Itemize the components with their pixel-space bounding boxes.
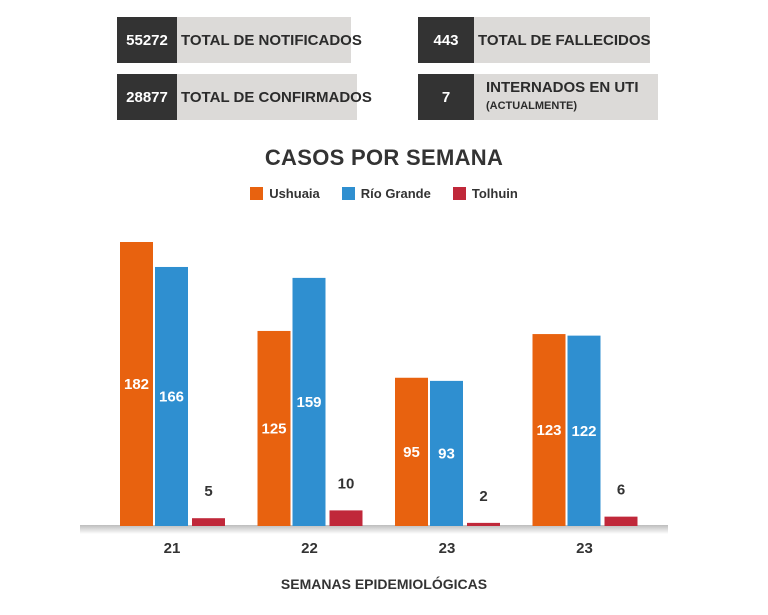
bar bbox=[292, 277, 326, 526]
stat-uti-sublabel: (ACTUALMENTE) bbox=[486, 100, 578, 112]
bar bbox=[604, 516, 638, 526]
legend-swatch bbox=[452, 187, 466, 200]
bar bbox=[430, 380, 463, 526]
legend-item-1: Río Grande bbox=[341, 186, 431, 201]
x-tick-label: 21 bbox=[164, 540, 181, 557]
bar-value-label: 95 bbox=[403, 444, 420, 461]
bar-value-label: 166 bbox=[159, 388, 184, 405]
legend-item-0: Ushuaia bbox=[250, 186, 320, 201]
bar bbox=[467, 522, 500, 526]
stat-confirmados-value: 28877 bbox=[117, 74, 177, 120]
bar-value-label: 125 bbox=[261, 420, 286, 437]
bar-value-label: 159 bbox=[296, 394, 321, 411]
x-axis-title: SEMANAS EPIDEMIOLÓGICAS bbox=[280, 576, 488, 592]
bar bbox=[120, 242, 153, 526]
bar-value-label: 122 bbox=[571, 423, 596, 440]
bar-value-label: 2 bbox=[479, 488, 487, 505]
baseline-shadow bbox=[80, 525, 668, 534]
stat-fallecidos: 443 TOTAL DE FALLECIDOS bbox=[418, 17, 651, 63]
bar-value-label: 182 bbox=[124, 376, 149, 393]
bar bbox=[567, 335, 601, 526]
bar bbox=[532, 334, 566, 526]
x-tick-label: 23 bbox=[576, 540, 593, 557]
legend-label: Río Grande bbox=[360, 186, 431, 201]
chart-title: CASOS POR SEMANA bbox=[264, 145, 504, 170]
stat-uti-label: INTERNADOS EN UTI bbox=[486, 79, 639, 96]
legend-item-2: Tolhuin bbox=[452, 186, 518, 201]
bar bbox=[329, 510, 363, 526]
stat-notificados-label: TOTAL DE NOTIFICADOS bbox=[177, 17, 362, 63]
bar-value-label: 5 bbox=[204, 483, 212, 500]
stat-fallecidos-label: TOTAL DE FALLECIDOS bbox=[474, 17, 651, 63]
legend-label: Tolhuin bbox=[471, 186, 518, 201]
bar-value-label: 6 bbox=[617, 482, 625, 499]
stat-uti-label-group: INTERNADOS EN UTI (ACTUALMENTE) bbox=[474, 74, 658, 120]
stat-confirmados: 28877 TOTAL DE CONFIRMADOS bbox=[117, 74, 372, 120]
bar bbox=[192, 518, 225, 526]
stat-notificados-value: 55272 bbox=[117, 17, 177, 63]
legend-swatch bbox=[250, 187, 264, 200]
bar bbox=[155, 266, 188, 526]
x-tick-label: 22 bbox=[301, 540, 318, 557]
bar-value-label: 93 bbox=[438, 445, 455, 462]
bar-value-label: 10 bbox=[338, 475, 355, 492]
stat-uti-value: 7 bbox=[418, 74, 474, 120]
chart-legend: Ushuaia Río Grande Tolhuin bbox=[0, 186, 768, 201]
legend-label: Ushuaia bbox=[269, 186, 320, 201]
bar bbox=[257, 330, 291, 526]
legend-swatch bbox=[341, 187, 355, 200]
stat-confirmados-label: TOTAL DE CONFIRMADOS bbox=[177, 74, 372, 120]
stat-notificados: 55272 TOTAL DE NOTIFICADOS bbox=[117, 17, 362, 63]
stat-fallecidos-value: 443 bbox=[418, 17, 474, 63]
x-tick-label: 23 bbox=[439, 540, 456, 557]
stat-uti: 7 INTERNADOS EN UTI (ACTUALMENTE) bbox=[418, 74, 658, 120]
bar bbox=[395, 377, 428, 526]
bar-value-label: 123 bbox=[536, 422, 561, 439]
